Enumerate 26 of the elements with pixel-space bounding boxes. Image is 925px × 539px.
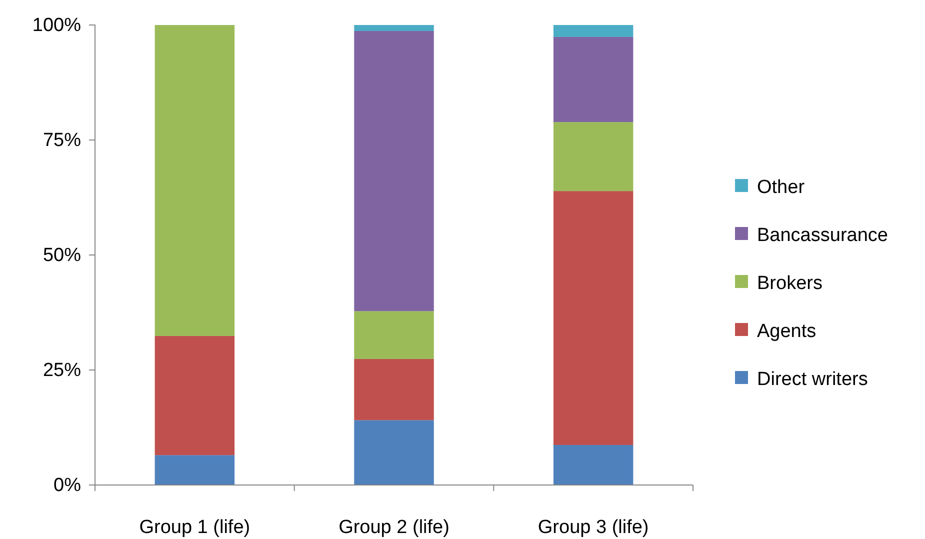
bar [553,122,634,192]
bar [553,25,634,37]
bar [354,420,434,485]
legend-label: Direct writers [757,369,868,390]
x-tick-label: Group 1 (life) [139,517,250,538]
bar [354,25,434,31]
bar [354,30,434,312]
bar [553,36,634,122]
bar [154,25,235,336]
y-tick-label: 75% [42,130,82,152]
bar [354,358,434,420]
bar [154,336,235,456]
x-tick-label: Group 2 (life) [338,517,450,538]
bar [354,311,434,359]
legend-label: Other [757,177,806,198]
x-tick-label: Group 3 (life) [538,517,649,538]
legend-label: Bancassurance [757,225,888,246]
y-tick-label: 25% [42,360,82,382]
legend-label: Brokers [757,273,822,294]
y-tick-label: 100% [32,15,82,36]
bar [553,444,634,485]
bar [154,455,235,485]
y-tick-label: 0% [54,475,82,496]
bar [553,191,634,445]
legend-label: Agents [757,321,816,342]
y-tick-label: 50% [42,245,82,266]
